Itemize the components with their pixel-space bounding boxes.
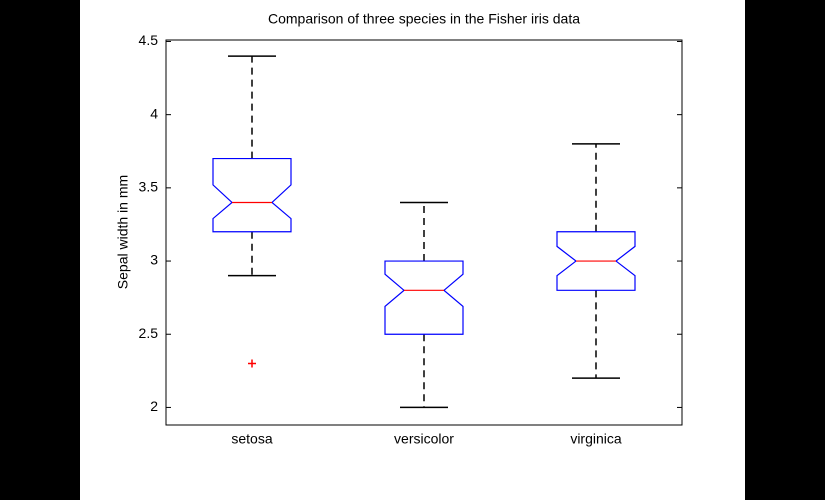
y-tick-label: 2.5 bbox=[139, 325, 159, 341]
y-tick-label: 3 bbox=[150, 252, 158, 268]
y-tick-label: 4 bbox=[150, 105, 158, 121]
y-tick-label: 2 bbox=[150, 398, 158, 414]
x-tick-label: versicolor bbox=[394, 431, 454, 447]
outlier bbox=[248, 359, 256, 368]
y-axis-label: Sepal width in mm bbox=[115, 175, 131, 289]
x-tick-label: setosa bbox=[231, 431, 272, 447]
x-tick-label: virginica bbox=[570, 431, 622, 447]
y-tick-label: 4.5 bbox=[139, 32, 159, 48]
box bbox=[556, 231, 636, 291]
box bbox=[384, 260, 464, 335]
chart-title: Comparison of three species in the Fishe… bbox=[268, 11, 580, 27]
y-tick-label: 3.5 bbox=[139, 179, 159, 195]
box bbox=[212, 157, 292, 233]
